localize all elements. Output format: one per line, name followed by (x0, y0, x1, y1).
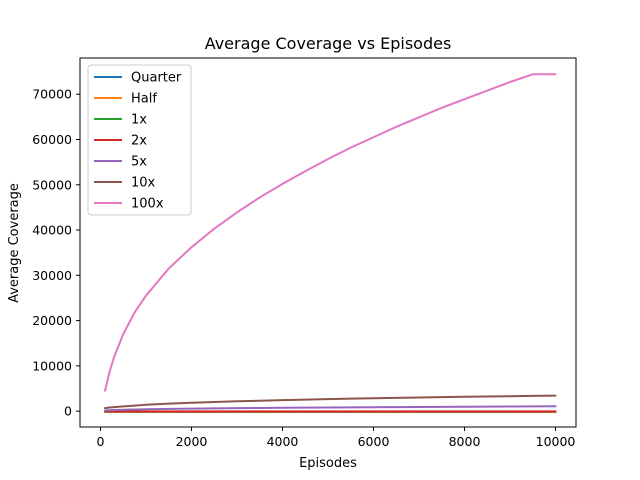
x-axis-label: Episodes (299, 456, 357, 471)
y-tick-label: 60000 (32, 132, 72, 147)
series-layer (104, 73, 557, 414)
y-tick-label: 0 (64, 404, 72, 419)
legend-label-quarter: Quarter (131, 71, 182, 86)
plot-frame (79, 57, 577, 428)
legend-label-100x: 100x (131, 197, 164, 212)
series-line-5x (104, 405, 557, 412)
x-axis: 0 2000 4000 6000 8000 10000 (97, 427, 576, 449)
legend-label-2x: 2x (131, 134, 147, 149)
y-axis-label: Average Coverage (7, 183, 22, 303)
x-tick-label: 6000 (358, 434, 390, 449)
y-axis: 0 10000 20000 30000 40000 50000 60000 70000 (32, 87, 80, 419)
legend-label-1x: 1x (131, 113, 147, 128)
legend-box (87, 64, 192, 216)
y-tick-label: 10000 (32, 358, 72, 373)
y-tick-label: 50000 (32, 177, 72, 192)
legend-label-half: Half (131, 92, 157, 107)
legend: Quarter Half 1x 2x 5x 10x 100x (87, 64, 192, 216)
x-tick-label: 4000 (267, 434, 299, 449)
x-tick-label: 8000 (449, 434, 481, 449)
y-tick-label: 30000 (32, 268, 72, 283)
y-tick-label: 20000 (32, 313, 72, 328)
series-line-100x (104, 73, 557, 392)
x-tick-label: 2000 (176, 434, 208, 449)
y-tick-label: 70000 (32, 87, 72, 102)
series-line-10x (104, 394, 557, 410)
x-tick-label: 10000 (536, 434, 576, 449)
legend-label-5x: 5x (131, 155, 147, 170)
legend-label-10x: 10x (131, 176, 156, 191)
y-tick-label: 40000 (32, 223, 72, 238)
x-tick-label: 0 (97, 434, 105, 449)
chart-title: Average Coverage vs Episodes (205, 34, 452, 53)
